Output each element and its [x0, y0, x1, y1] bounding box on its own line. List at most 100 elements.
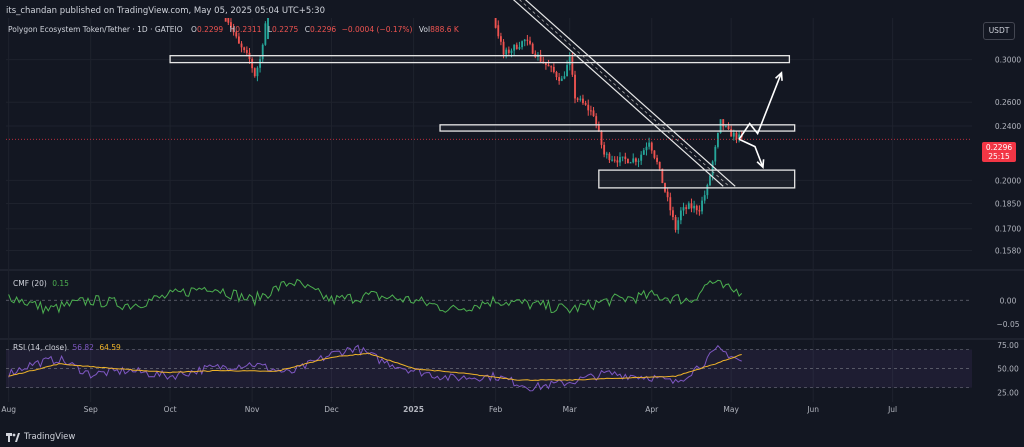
open-label: O [191, 25, 197, 34]
symbol-legend: Polygon Ecosystem Token/Tether · 1D · GA… [8, 25, 459, 34]
candle-body [735, 132, 738, 140]
candle-body [592, 110, 595, 117]
candle-body [640, 154, 643, 161]
candle-body [531, 43, 534, 54]
candle-body [245, 50, 248, 53]
close-value: 0.2296 [309, 25, 337, 34]
candle-body [687, 203, 690, 209]
candle-body [730, 129, 733, 137]
candle-body [624, 156, 627, 160]
support-resistance-zone [169, 55, 791, 64]
candle-body [499, 36, 502, 42]
candle-body [648, 142, 651, 147]
candle-body [714, 146, 717, 162]
tradingview-brand-label: TradingView [24, 432, 76, 442]
candle-body [711, 161, 714, 176]
candle-body [558, 77, 561, 81]
candle-body [587, 104, 590, 111]
x-tick-label: Oct [164, 405, 177, 414]
candle-body [227, 18, 230, 23]
candle-body [605, 153, 608, 155]
candle-body [529, 40, 531, 44]
trendline-lower [524, 0, 736, 187]
candle-body [616, 160, 619, 163]
x-tick-label: Dec [324, 405, 339, 414]
cmf-panel [6, 278, 972, 315]
candle-body [576, 98, 579, 100]
candle-body [677, 220, 680, 230]
candle-body [627, 159, 629, 164]
candle-body [656, 157, 658, 162]
candle-body [632, 158, 635, 163]
candle-body [719, 119, 722, 134]
candle-body [653, 150, 656, 158]
last-price-value: 0.2296 [985, 143, 1013, 152]
candle-body [584, 103, 587, 105]
candle-body [724, 126, 727, 128]
candle-body [494, 18, 497, 28]
candle-body [510, 50, 513, 53]
rsi-tick-label: 75.00 [997, 341, 1019, 350]
rsi-band [6, 349, 972, 389]
candle-body [256, 67, 259, 77]
x-tick-label: Aug [1, 405, 16, 414]
support-resistance-zone [439, 124, 796, 132]
x-tick-label: Feb [489, 405, 503, 414]
cmf-tick-label: −0.05 [997, 320, 1020, 329]
rsi-ma-line [8, 352, 742, 381]
candle-body [685, 207, 688, 209]
candle-body [661, 168, 664, 184]
y-tick-label: 0.1850 [995, 200, 1021, 209]
panel-dividers [0, 269, 1024, 340]
candle-body [589, 110, 592, 112]
candle-body [513, 44, 516, 51]
rsi-tick-label: 50.00 [997, 365, 1019, 374]
y-tick-label: 0.1580 [995, 247, 1021, 256]
candle-body [611, 159, 613, 161]
candle-body [232, 27, 235, 33]
bearish-projection-path [738, 138, 764, 168]
y-tick-label: 0.1700 [995, 225, 1021, 234]
candle-body [555, 71, 558, 78]
candle-body [563, 76, 566, 79]
candle-body [539, 54, 542, 62]
cmf-label[interactable]: CMF (20) [13, 279, 47, 288]
publisher-line: its_chandan published on TradingView.com… [6, 6, 325, 16]
bullish-projection-path [738, 72, 783, 140]
candle-body [621, 156, 624, 158]
candle-body [579, 98, 582, 100]
vol-value: 888.6 K [430, 25, 459, 34]
close-label: C [304, 25, 310, 34]
projection-arrowhead [775, 71, 783, 81]
high-label: H [229, 25, 236, 34]
candle-body [658, 161, 661, 169]
tradingview-brand[interactable]: TradingView [6, 430, 75, 444]
high-value: 0.2311 [235, 25, 262, 34]
candle-body [738, 134, 741, 140]
trendline-upper [512, 0, 724, 187]
low-label: L [267, 25, 273, 34]
candle-body [619, 157, 621, 163]
countdown-timer: 25:15 [988, 152, 1010, 161]
candle-body [597, 124, 600, 131]
candle-body [253, 68, 256, 77]
candle-body [613, 159, 616, 161]
y-tick-label: 0.2600 [995, 98, 1021, 107]
candle-body [582, 98, 584, 104]
rsi-label[interactable]: RSI (14, close) [13, 343, 68, 352]
x-tick-label: Apr [645, 405, 659, 414]
candle-body [669, 197, 672, 211]
currency-button[interactable]: USDT [983, 22, 1015, 40]
candle-body [552, 66, 555, 72]
rsi-panel [8, 344, 742, 392]
candle-body [259, 59, 261, 68]
axis-labels: Aug Sep Oct Nov Dec 2025 Feb Mar Apr May Jun Jul 0.3… [1, 56, 1021, 414]
candle-body [650, 142, 653, 151]
candle-body [230, 22, 232, 28]
candle-body [706, 185, 709, 196]
candle-body [574, 74, 576, 99]
symbol-title[interactable]: Polygon Ecosystem Token/Tether · 1D · GA… [8, 25, 183, 34]
x-tick-label: Sep [84, 405, 98, 414]
